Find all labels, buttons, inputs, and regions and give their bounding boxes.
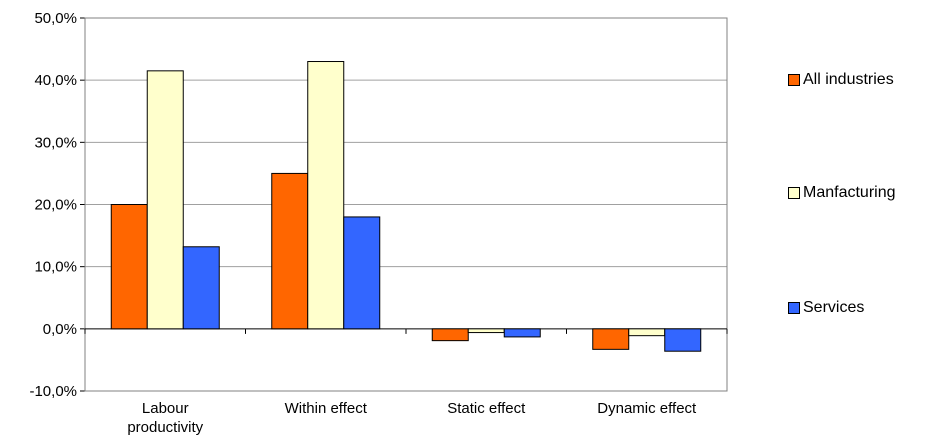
bar bbox=[503, 328, 541, 338]
bar bbox=[271, 172, 309, 330]
bar bbox=[664, 328, 702, 352]
category-label: Labour bbox=[142, 400, 189, 417]
legend-swatch bbox=[788, 74, 800, 86]
bar bbox=[592, 328, 630, 350]
legend-item-services: Services bbox=[788, 299, 864, 317]
bar bbox=[467, 328, 505, 334]
plot-area-border bbox=[84, 17, 728, 392]
bars bbox=[110, 61, 702, 352]
y-tick-label: 10,0% bbox=[34, 259, 77, 276]
tick-labels: -10,0% 0,0% 10,0% 20,0% 30,0% 40,0% 50,0% Labou… bbox=[29, 10, 697, 436]
legend-item-manfacturing: Manfacturing bbox=[788, 184, 896, 202]
y-tick-label: 0,0% bbox=[43, 321, 77, 338]
y-tick-label: 50,0% bbox=[34, 10, 77, 27]
category-label: Static effect bbox=[447, 400, 526, 417]
bar bbox=[628, 328, 666, 337]
category-label: Dynamic effect bbox=[597, 400, 697, 417]
legend-swatch bbox=[788, 187, 800, 199]
category-label: Within effect bbox=[285, 400, 368, 417]
bar bbox=[307, 61, 345, 330]
legend: All industries Manfacturing Services bbox=[788, 0, 935, 441]
y-tick-label: 40,0% bbox=[34, 72, 77, 89]
category-label: productivity bbox=[127, 419, 203, 436]
y-tick-label: 30,0% bbox=[34, 134, 77, 151]
legend-label: Services bbox=[803, 299, 865, 316]
bar bbox=[146, 70, 184, 330]
legend-label: All industries bbox=[803, 71, 894, 88]
bar bbox=[343, 216, 381, 330]
y-tick-label: -10,0% bbox=[29, 383, 77, 400]
bar bbox=[182, 246, 220, 330]
legend-item-all-industries: All industries bbox=[788, 71, 894, 89]
bar bbox=[431, 328, 469, 342]
legend-label: Manfacturing bbox=[803, 184, 896, 201]
bar bbox=[110, 204, 148, 330]
legend-swatch bbox=[788, 302, 800, 314]
y-tick-label: 20,0% bbox=[34, 197, 77, 214]
